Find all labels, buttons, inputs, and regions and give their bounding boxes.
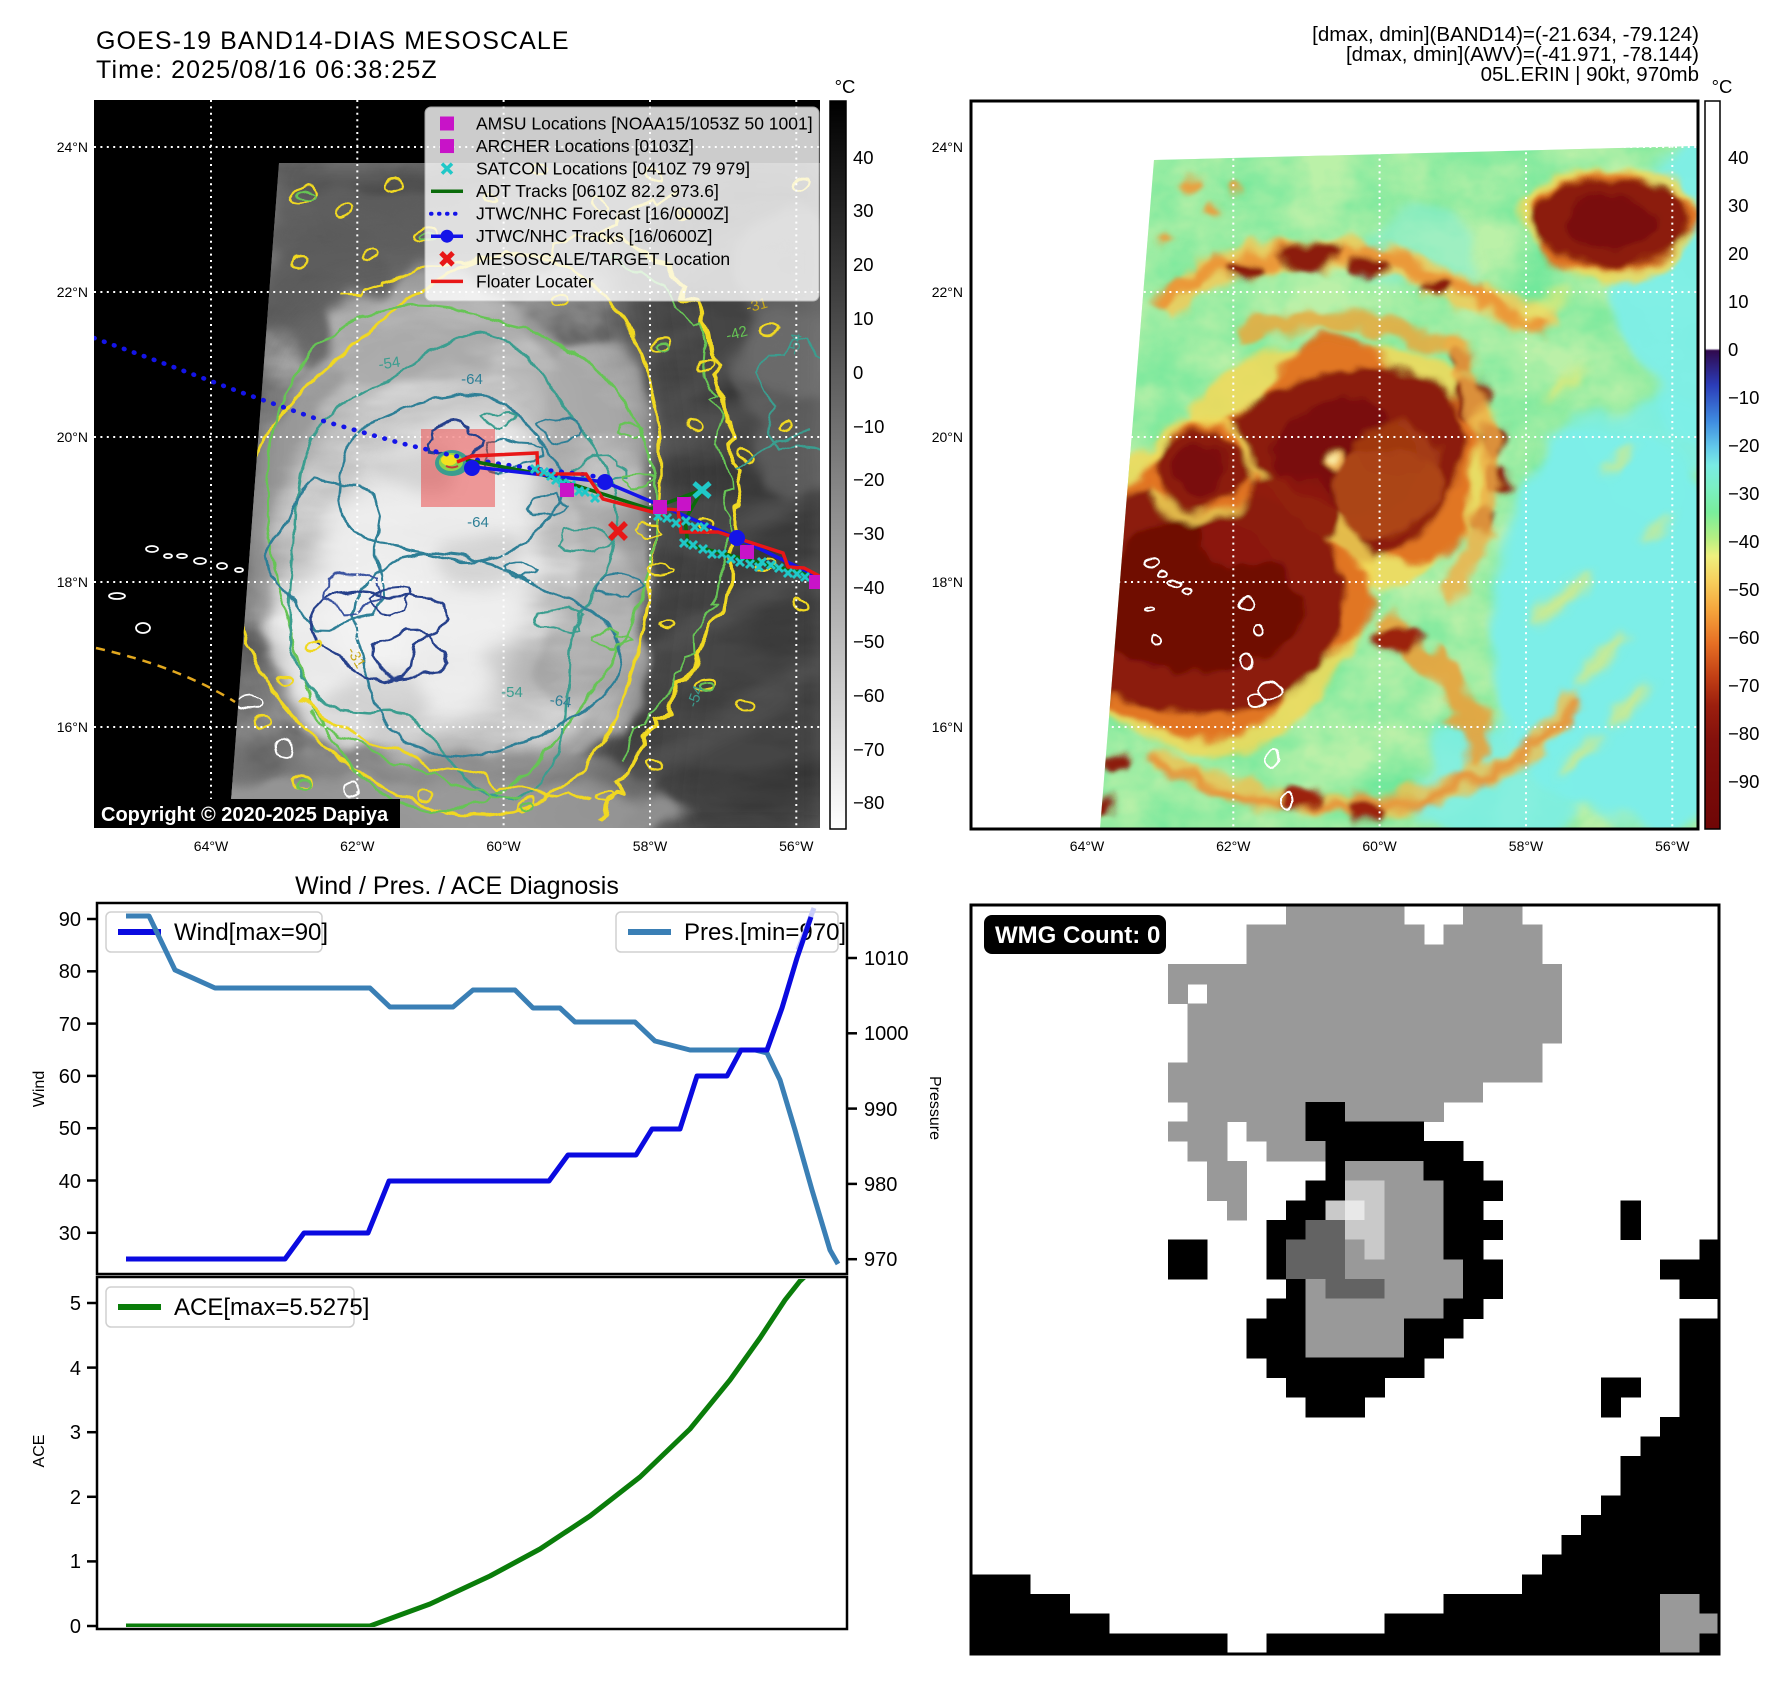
svg-text:−20: −20: [853, 469, 884, 490]
svg-text:-42: -42: [724, 323, 749, 345]
svg-text:4: 4: [70, 1358, 81, 1380]
svg-text:3: 3: [70, 1422, 81, 1444]
svg-text:24°N: 24°N: [932, 139, 963, 155]
svg-text:−60: −60: [853, 685, 884, 706]
svg-text:Wind / Pres. / ACE Diagnosis: Wind / Pres. / ACE Diagnosis: [295, 872, 619, 900]
svg-text:-64: -64: [467, 514, 489, 531]
svg-text:1000: 1000: [864, 1023, 909, 1045]
svg-text:−30: −30: [1728, 483, 1759, 504]
svg-text:−80: −80: [1728, 723, 1759, 744]
svg-text:40: 40: [59, 1171, 81, 1193]
svg-text:0: 0: [1728, 339, 1738, 360]
svg-text:−90: −90: [1728, 771, 1759, 792]
svg-text:70: 70: [59, 1014, 81, 1036]
svg-text:-54: -54: [684, 683, 707, 709]
svg-text:−60: −60: [1728, 627, 1759, 648]
svg-text:ACE: ACE: [31, 1435, 48, 1468]
svg-text:0: 0: [853, 362, 863, 383]
svg-text:JTWC/NHC Tracks [16/0600Z]: JTWC/NHC Tracks [16/0600Z]: [476, 226, 712, 246]
svg-text:10: 10: [1728, 291, 1749, 312]
svg-text:−70: −70: [853, 739, 884, 760]
svg-text:°C: °C: [835, 76, 856, 97]
svg-text:56°W: 56°W: [1655, 838, 1690, 854]
svg-text:50: 50: [59, 1118, 81, 1140]
svg-text:1010: 1010: [864, 948, 909, 970]
svg-text:22°N: 22°N: [57, 284, 88, 300]
svg-text:18°N: 18°N: [57, 574, 88, 590]
svg-text:30: 30: [853, 200, 874, 221]
svg-text:20: 20: [853, 254, 874, 275]
svg-text:−40: −40: [1728, 531, 1759, 552]
svg-text:−10: −10: [853, 416, 884, 437]
svg-text:60°W: 60°W: [1362, 838, 1397, 854]
svg-text:2: 2: [70, 1487, 81, 1509]
svg-text:80: 80: [59, 961, 81, 983]
svg-text:30: 30: [1728, 195, 1749, 216]
svg-text:5: 5: [70, 1293, 81, 1315]
svg-text:1: 1: [70, 1551, 81, 1573]
svg-text:Copyright © 2020-2025 Dapiya: Copyright © 2020-2025 Dapiya: [101, 804, 389, 826]
svg-text:24°N: 24°N: [57, 139, 88, 155]
svg-text:Pressure: Pressure: [926, 1076, 943, 1140]
svg-text:990: 990: [864, 1099, 897, 1121]
svg-text:40: 40: [853, 147, 874, 168]
svg-text:Time: 2025/08/16 06:38:25Z: Time: 2025/08/16 06:38:25Z: [96, 56, 438, 84]
svg-text:90: 90: [59, 909, 81, 931]
svg-text:[dmax, dmin](BAND14)=(-21.634,: [dmax, dmin](BAND14)=(-21.634, -79.124): [1312, 23, 1699, 46]
svg-text:°C: °C: [1712, 76, 1733, 97]
svg-text:[dmax, dmin](AWV)=(-41.971, -7: [dmax, dmin](AWV)=(-41.971, -78.144): [1346, 43, 1699, 66]
svg-text:Pres.[min=970]: Pres.[min=970]: [684, 919, 846, 946]
svg-text:62°W: 62°W: [1216, 838, 1251, 854]
svg-text:40: 40: [1728, 147, 1749, 168]
svg-text:WMG Count: 0: WMG Count: 0: [995, 922, 1160, 949]
svg-text:ADT Tracks [0610Z 82.2 973.6]: ADT Tracks [0610Z 82.2 973.6]: [476, 181, 719, 201]
svg-text:30: 30: [59, 1223, 81, 1245]
svg-text:SATCON Locations [0410Z 79 979: SATCON Locations [0410Z 79 979]: [476, 159, 750, 179]
svg-text:20°N: 20°N: [57, 429, 88, 445]
svg-text:980: 980: [864, 1174, 897, 1196]
svg-text:ACE[max=5.5275]: ACE[max=5.5275]: [174, 1294, 369, 1321]
svg-text:10: 10: [853, 308, 874, 329]
svg-text:64°W: 64°W: [194, 838, 229, 854]
svg-text:-64: -64: [549, 692, 573, 712]
svg-text:AMSU Locations [NOAA15/1053Z 5: AMSU Locations [NOAA15/1053Z 50 1001]: [476, 114, 813, 134]
svg-text:ARCHER Locations [0103Z]: ARCHER Locations [0103Z]: [476, 136, 694, 156]
svg-text:05L.ERIN | 90kt, 970mb: 05L.ERIN | 90kt, 970mb: [1481, 63, 1699, 86]
svg-text:−40: −40: [853, 577, 884, 598]
svg-text:Wind: Wind: [31, 1071, 48, 1107]
svg-text:−50: −50: [1728, 579, 1759, 600]
svg-text:970: 970: [864, 1249, 897, 1271]
svg-text:Wind[max=90]: Wind[max=90]: [174, 919, 328, 946]
svg-text:−50: −50: [853, 631, 884, 652]
svg-text:62°W: 62°W: [340, 838, 375, 854]
svg-text:16°N: 16°N: [932, 719, 963, 735]
svg-text:58°W: 58°W: [633, 838, 668, 854]
svg-text:-54: -54: [377, 354, 401, 374]
svg-text:−30: −30: [853, 523, 884, 544]
svg-text:JTWC/NHC Forecast [16/0000Z]: JTWC/NHC Forecast [16/0000Z]: [476, 204, 729, 224]
svg-text:22°N: 22°N: [932, 284, 963, 300]
svg-text:−10: −10: [1728, 387, 1759, 408]
svg-text:0: 0: [70, 1616, 81, 1638]
svg-text:GOES-19 BAND14-DIAS MESOSCALE: GOES-19 BAND14-DIAS MESOSCALE: [96, 27, 570, 55]
svg-text:Floater Locater: Floater Locater: [476, 271, 594, 291]
svg-text:-54: -54: [501, 684, 523, 701]
svg-text:56°W: 56°W: [779, 838, 814, 854]
svg-text:−70: −70: [1728, 675, 1759, 696]
svg-text:−80: −80: [853, 792, 884, 813]
svg-text:-64: -64: [461, 371, 483, 388]
svg-text:60: 60: [59, 1066, 81, 1088]
svg-text:64°W: 64°W: [1070, 838, 1105, 854]
svg-text:58°W: 58°W: [1509, 838, 1544, 854]
svg-text:20°N: 20°N: [932, 429, 963, 445]
svg-text:20: 20: [1728, 243, 1749, 264]
svg-text:16°N: 16°N: [57, 719, 88, 735]
svg-text:MESOSCALE/TARGET Location: MESOSCALE/TARGET Location: [476, 249, 730, 269]
svg-text:60°W: 60°W: [486, 838, 521, 854]
svg-text:18°N: 18°N: [932, 574, 963, 590]
svg-text:−20: −20: [1728, 435, 1759, 456]
